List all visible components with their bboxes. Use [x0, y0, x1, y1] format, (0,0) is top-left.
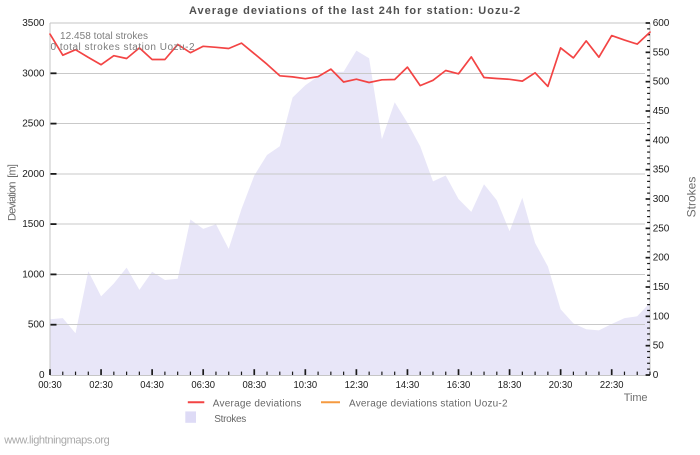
svg-text:350: 350	[653, 165, 670, 176]
svg-text:250: 250	[653, 223, 670, 234]
svg-text:550: 550	[653, 47, 670, 58]
svg-text:22:30: 22:30	[600, 380, 624, 391]
svg-text:12.458 total strokes: 12.458 total strokes	[60, 31, 148, 42]
svg-text:3500: 3500	[22, 18, 45, 29]
svg-text:150: 150	[653, 282, 670, 293]
svg-text:16:30: 16:30	[447, 380, 471, 391]
svg-text:2500: 2500	[22, 119, 45, 130]
svg-text:00:30: 00:30	[38, 380, 62, 391]
svg-text:0: 0	[653, 370, 659, 381]
svg-text:20:30: 20:30	[549, 380, 573, 391]
svg-text:0: 0	[39, 370, 45, 381]
svg-text:Time: Time	[624, 392, 648, 404]
svg-text:Average deviations: Average deviations	[213, 399, 302, 410]
svg-text:2000: 2000	[22, 169, 45, 180]
svg-text:04:30: 04:30	[140, 380, 164, 391]
svg-text:08:30: 08:30	[243, 380, 267, 391]
svg-text:Deviation [m]: Deviation [m]	[7, 164, 19, 221]
svg-text:10:30: 10:30	[294, 380, 318, 391]
svg-text:400: 400	[653, 135, 670, 146]
svg-text:100: 100	[653, 311, 670, 322]
svg-text:Strokes: Strokes	[214, 414, 246, 425]
svg-text:06:30: 06:30	[191, 380, 215, 391]
svg-text:500: 500	[28, 320, 45, 331]
svg-text:12:30: 12:30	[345, 380, 369, 391]
svg-text:18:30: 18:30	[498, 380, 522, 391]
svg-text:50: 50	[653, 341, 665, 352]
svg-text:14:30: 14:30	[396, 380, 420, 391]
svg-text:300: 300	[653, 194, 670, 205]
svg-text:0 total strokes station Uozu-2: 0 total strokes station Uozu-2	[51, 42, 195, 53]
svg-text:02:30: 02:30	[89, 380, 113, 391]
svg-text:1000: 1000	[22, 269, 45, 280]
svg-text:Strokes: Strokes	[685, 177, 699, 218]
svg-text:1500: 1500	[22, 219, 45, 230]
svg-text:200: 200	[653, 253, 670, 264]
svg-text:Average deviations station Uoz: Average deviations station Uozu-2	[349, 399, 508, 410]
svg-text:600: 600	[653, 18, 670, 29]
svg-text:Average deviations of the last: Average deviations of the last 24h for s…	[189, 5, 520, 17]
svg-text:450: 450	[653, 106, 670, 117]
svg-text:3000: 3000	[22, 68, 45, 79]
svg-text:500: 500	[653, 77, 670, 88]
svg-text:www.lightningmaps.org: www.lightningmaps.org	[3, 435, 110, 447]
